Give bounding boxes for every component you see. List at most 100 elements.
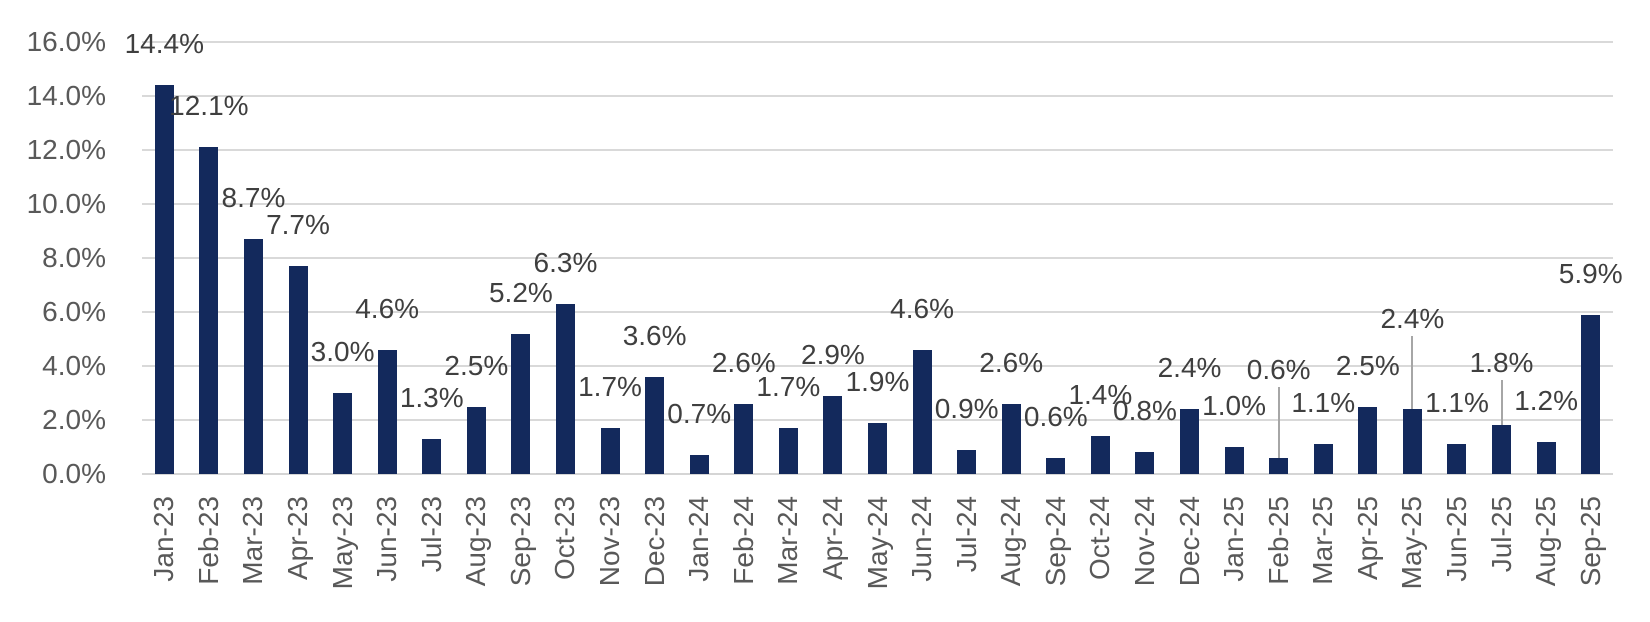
- bar-data-label: 14.4%: [124, 28, 204, 60]
- bar: [1046, 457, 1066, 474]
- x-axis-tick-label: Jul-25: [1485, 496, 1517, 573]
- bar-data-label: 2.5%: [1335, 349, 1400, 381]
- bar: [1269, 457, 1289, 474]
- y-axis-tick-label: 12.0%: [26, 134, 106, 165]
- bar: [1313, 444, 1333, 474]
- x-axis-tick-label: Apr-24: [816, 496, 848, 581]
- x-axis-tick-label: Jan-25: [1218, 496, 1250, 582]
- x-axis-tick-label: Jul-23: [415, 496, 447, 573]
- x-axis-tick-label: Apr-25: [1351, 496, 1383, 581]
- bar-data-label: 2.9%: [801, 338, 865, 370]
- bar: [1001, 403, 1021, 474]
- bar-data-label: 1.3%: [399, 381, 464, 413]
- bar: [823, 395, 843, 474]
- bar-data-label: 0.6%: [1246, 353, 1311, 385]
- bar: [912, 349, 932, 474]
- x-axis-tick-label: Dec-23: [638, 496, 670, 587]
- x-axis-tick-label: Jun-24: [906, 496, 938, 582]
- bar: [734, 403, 754, 474]
- x-axis-tick-label: Mar-23: [237, 496, 269, 585]
- bar-data-label: 3.0%: [310, 336, 375, 367]
- gridline: [142, 203, 1613, 205]
- leader-line: [1411, 336, 1414, 410]
- bar: [422, 438, 442, 474]
- bar-data-label: 2.6%: [979, 346, 1044, 378]
- gridline: [142, 41, 1613, 43]
- bar-data-label: 4.6%: [890, 292, 954, 324]
- bar-data-label: 12.1%: [169, 90, 249, 122]
- x-axis-tick-label: Nov-23: [594, 496, 626, 587]
- bar-data-label: 4.6%: [355, 292, 420, 324]
- bar-data-label: 0.8%: [1113, 395, 1177, 427]
- bar-data-label: 6.3%: [533, 246, 598, 278]
- bar: [555, 303, 575, 474]
- bar-data-label: 1.1%: [1425, 387, 1489, 419]
- bar-data-label: 1.7%: [578, 371, 642, 403]
- bar-data-label: 1.7%: [756, 371, 821, 403]
- bar-data-label: 3.6%: [622, 319, 687, 351]
- bar-data-label: 1.8%: [1469, 347, 1534, 379]
- bar: [1358, 406, 1378, 474]
- bar-data-label: 2.4%: [1380, 303, 1445, 335]
- gridline: [142, 419, 1613, 421]
- x-axis-tick-label: Sep-23: [504, 496, 536, 587]
- x-axis-tick-label: Dec-24: [1173, 496, 1205, 587]
- bar: [600, 428, 620, 474]
- bar: [1492, 425, 1512, 474]
- x-axis-tick-label: Sep-25: [1574, 496, 1606, 587]
- x-axis-tick-label: Jan-24: [683, 496, 715, 582]
- x-axis-tick-label: Feb-25: [1262, 496, 1294, 585]
- bar-data-label: 0.7%: [667, 398, 732, 430]
- x-axis-tick-label: Nov-24: [1128, 496, 1160, 587]
- x-axis-tick-label: Jul-24: [950, 496, 982, 573]
- bar: [778, 428, 798, 474]
- y-axis-tick-label: 0.0%: [42, 458, 106, 489]
- y-axis-tick-label: 8.0%: [42, 242, 106, 273]
- x-axis-tick-label: Feb-23: [192, 496, 224, 585]
- x-axis-tick-label: Mar-25: [1307, 496, 1339, 585]
- x-axis-tick-label: May-25: [1396, 496, 1428, 590]
- gridline: [142, 311, 1613, 313]
- y-axis-tick-label: 10.0%: [26, 188, 106, 219]
- bar: [868, 422, 887, 474]
- bar-data-label: 5.2%: [488, 276, 553, 308]
- x-axis-tick-label: Aug-25: [1530, 496, 1562, 587]
- x-axis-tick-label: Oct-24: [1084, 496, 1116, 581]
- bar: [1180, 409, 1200, 474]
- bar: [689, 455, 709, 474]
- y-axis-tick-label: 2.0%: [42, 404, 106, 435]
- bar-data-label: 0.6%: [1023, 400, 1088, 432]
- x-axis-tick-label: Jun-23: [371, 496, 403, 582]
- bar-data-label: 8.7%: [221, 182, 286, 214]
- leader-line: [1500, 380, 1503, 426]
- bar: [1536, 441, 1556, 474]
- x-axis-tick-label: Oct-23: [549, 496, 581, 581]
- bar: [199, 147, 219, 474]
- y-axis-tick-label: 16.0%: [26, 26, 106, 57]
- x-axis-tick-label: Aug-23: [460, 496, 492, 587]
- gridline: [142, 257, 1613, 259]
- bar-data-label: 2.4%: [1157, 352, 1222, 384]
- x-axis-tick-label: Jan-23: [148, 496, 180, 582]
- bar: [377, 349, 397, 474]
- bar: [333, 393, 353, 474]
- leader-line: [1277, 386, 1280, 458]
- bar-data-label: 7.7%: [266, 209, 330, 241]
- bar-data-label: 1.4%: [1068, 379, 1133, 411]
- x-axis-tick-label: Jun-25: [1440, 496, 1472, 582]
- bar: [645, 376, 665, 474]
- bar-data-label: 2.5%: [444, 349, 509, 381]
- gridline: [142, 149, 1613, 151]
- bar: [243, 239, 263, 474]
- x-axis-tick-label: Feb-24: [727, 496, 759, 585]
- bar: [288, 266, 308, 474]
- y-axis-tick-label: 4.0%: [42, 350, 106, 381]
- bar: [1402, 409, 1422, 474]
- gridline: [142, 95, 1613, 97]
- bar-data-label: 0.9%: [934, 392, 999, 424]
- bar-data-label: 1.2%: [1514, 384, 1579, 416]
- y-axis-tick-label: 6.0%: [42, 296, 106, 327]
- bar-data-label: 1.9%: [845, 365, 910, 397]
- bar: [466, 406, 486, 474]
